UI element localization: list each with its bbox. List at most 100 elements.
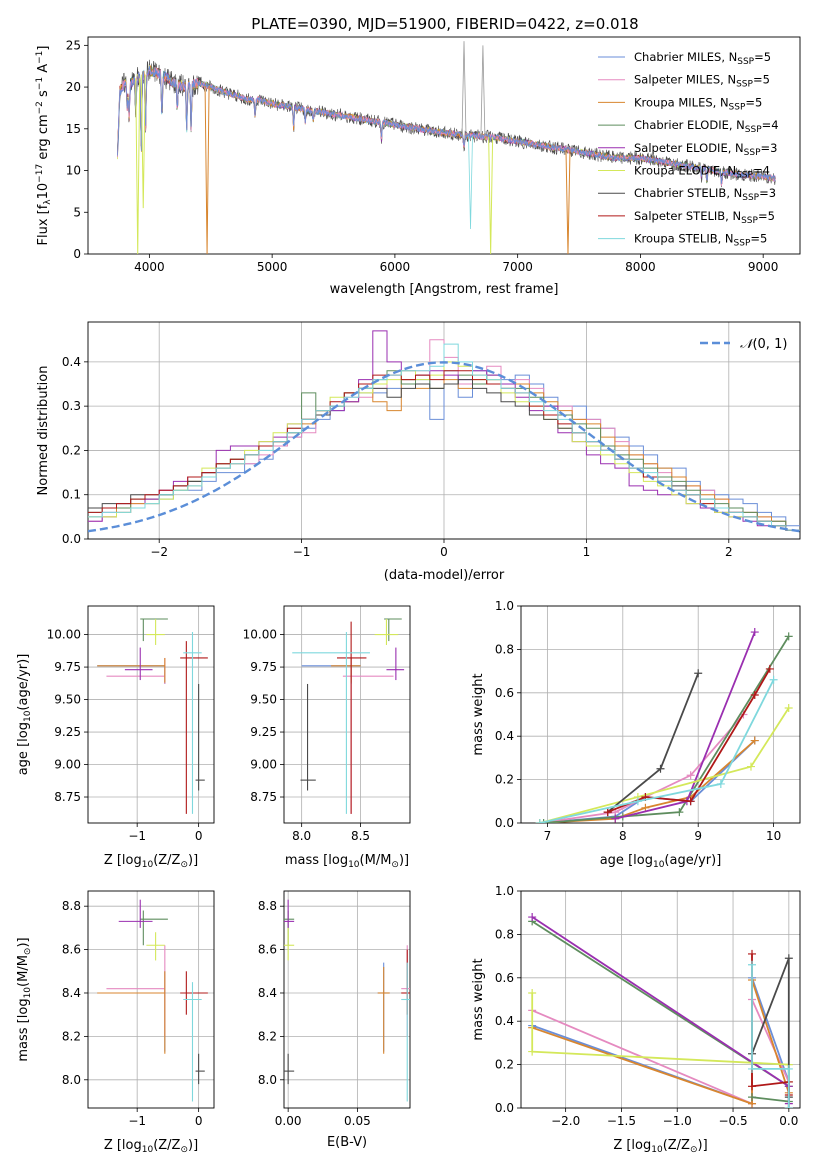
plus-marker (784, 1064, 793, 1073)
plus-marker (675, 808, 684, 817)
errorbar-point (195, 1053, 205, 1085)
x-tick-label: 7000 (502, 260, 533, 274)
errorbar-point (140, 910, 168, 946)
plus-marker (603, 808, 612, 817)
plus-marker (784, 703, 793, 712)
x-tick-label: −1.5 (607, 1114, 636, 1128)
y-tick-label: 20 (66, 80, 81, 94)
x-tick-label: −1.0 (663, 1114, 692, 1128)
mass-vs-EBV-points (284, 899, 410, 1102)
errorbar-point (97, 665, 166, 684)
x-axis-label: wavelength [Angstrom, rest frame] (330, 282, 559, 297)
errorbar-point (97, 971, 166, 1052)
y-tick-label: 0.4 (62, 355, 81, 369)
y-tick-label: 0.6 (495, 971, 514, 985)
y-tick-label: 0.2 (495, 1058, 514, 1072)
y-tick-label: 0.2 (495, 773, 514, 787)
spectrum-dropout (565, 149, 571, 254)
residual-histogram-axes: −2 −1 0 1 2 0.0 0.1 0.2 0.3 0.4 (62, 321, 801, 559)
plus-marker (686, 797, 695, 806)
axes-frame (283, 890, 411, 1109)
errorbar-point (292, 631, 370, 814)
weight-line (531, 920, 790, 1103)
legend-label: Kroupa MILES, NSSP=5 (634, 95, 762, 112)
y-tick-label: 0.3 (62, 399, 81, 413)
legend-label: Chabrier ELODIE, NSSP=4 (634, 118, 779, 135)
mass-weight-vs-age-axes: 7 8 9 10 0.0 0.2 0.4 0.6 0.8 1.0 (495, 599, 801, 843)
x-tick-label: 6000 (380, 260, 411, 274)
plus-marker (748, 960, 757, 969)
x-tick-label: 10 (766, 829, 781, 843)
errorbar-point (97, 657, 166, 683)
y-tick-label: 10.00 (47, 628, 81, 642)
mass-weight-vs-age-lines (535, 628, 793, 823)
errorbar-point (374, 618, 399, 645)
plus-marker (611, 814, 620, 823)
errorbar-point (146, 618, 165, 645)
y-tick-label: 0.0 (495, 1101, 514, 1115)
mass-vs-Z-points (97, 899, 208, 1102)
errorbar-point (284, 1053, 295, 1085)
spectrum-dropout (204, 85, 210, 254)
spectrum-dropout (140, 74, 146, 209)
weight-line (539, 707, 790, 823)
errorbar-point (336, 621, 367, 814)
y-tick-label: 0.4 (495, 729, 514, 743)
x-tick-label: 0 (440, 545, 448, 559)
plus-marker (528, 1047, 537, 1056)
errorbar-point (146, 932, 165, 961)
x-axis-label: Z [log10(Z/Z⊙)] (613, 1138, 707, 1155)
x-axis-label: Z [log10(Z/Z⊙)] (104, 853, 198, 870)
y-tick-label: 9.00 (250, 758, 277, 772)
x-tick-label: 0.05 (344, 1114, 371, 1128)
errorbar-point (342, 657, 394, 814)
plus-marker (528, 988, 537, 997)
errorbar-point (106, 657, 166, 684)
y-tick-label: 9.50 (54, 693, 81, 707)
x-tick-label: −1 (293, 545, 311, 559)
age-vs-mass-points (292, 618, 405, 814)
y-tick-label: 0.2 (62, 443, 81, 457)
plus-marker (750, 690, 759, 699)
y-tick-label: 8.75 (250, 790, 277, 804)
y-tick-label: 8.75 (54, 790, 81, 804)
plus-marker (686, 771, 695, 780)
x-tick-label: 8000 (625, 260, 656, 274)
weight-line (531, 977, 790, 1108)
errorbar-point (331, 657, 361, 683)
y-tick-label: 10 (66, 164, 81, 178)
legend-label: Chabrier STELIB, NSSP=3 (634, 186, 776, 203)
x-tick-label: 4000 (134, 260, 165, 274)
x-tick-label: 0.00 (275, 1114, 302, 1128)
legend-label: 𝒩(0, 1) (740, 337, 787, 352)
mass-weight-vs-Z-axes: −2.0 −1.5 −1.0 −0.5 0.0 0.0 0.2 0.4 0.6 0.8 1.0 (495, 884, 801, 1128)
weight-line (531, 916, 790, 1104)
x-tick-label: 8.0 (292, 829, 311, 843)
y-tick-label: 0.8 (495, 642, 514, 656)
figure-title: PLATE=0390, MJD=51900, FIBERID=0422, z=0… (251, 15, 638, 33)
spectrum-dropout (135, 78, 141, 254)
y-tick-label: 8.4 (258, 986, 277, 1000)
x-tick-label: 8.5 (351, 829, 370, 843)
legend: Chabrier MILES, NSSP=5 Salpeter MILES, NS… (598, 50, 779, 249)
y-tick-label: 1.0 (495, 884, 514, 898)
legend-label: Chabrier MILES, NSSP=5 (634, 50, 771, 67)
spectrum-spike (468, 135, 473, 229)
errorbar-point (300, 683, 316, 791)
x-tick-label: 5000 (257, 260, 288, 274)
errorbar-point (183, 631, 202, 814)
y-axis-label: age [log10(age/yr)] (16, 654, 33, 776)
y-tick-label: 0 (73, 247, 81, 261)
axes-frame (87, 36, 801, 255)
y-tick-label: 9.25 (54, 725, 81, 739)
legend-label: Kroupa ELODIE, NSSP=4 (634, 164, 770, 181)
y-tick-label: 8.0 (62, 1073, 81, 1087)
y-axis-label: Normed distribution (36, 366, 51, 496)
spectrum-spike (480, 45, 486, 137)
legend-label: Kroupa STELIB, NSSP=5 (634, 232, 767, 249)
errorbar-point (284, 899, 295, 928)
y-tick-label: 0.1 (62, 488, 81, 502)
y-tick-label: 8.0 (258, 1073, 277, 1087)
y-axis-label: mass [log10(M/M⊙)] (16, 937, 33, 1061)
weight-line (751, 964, 790, 1108)
